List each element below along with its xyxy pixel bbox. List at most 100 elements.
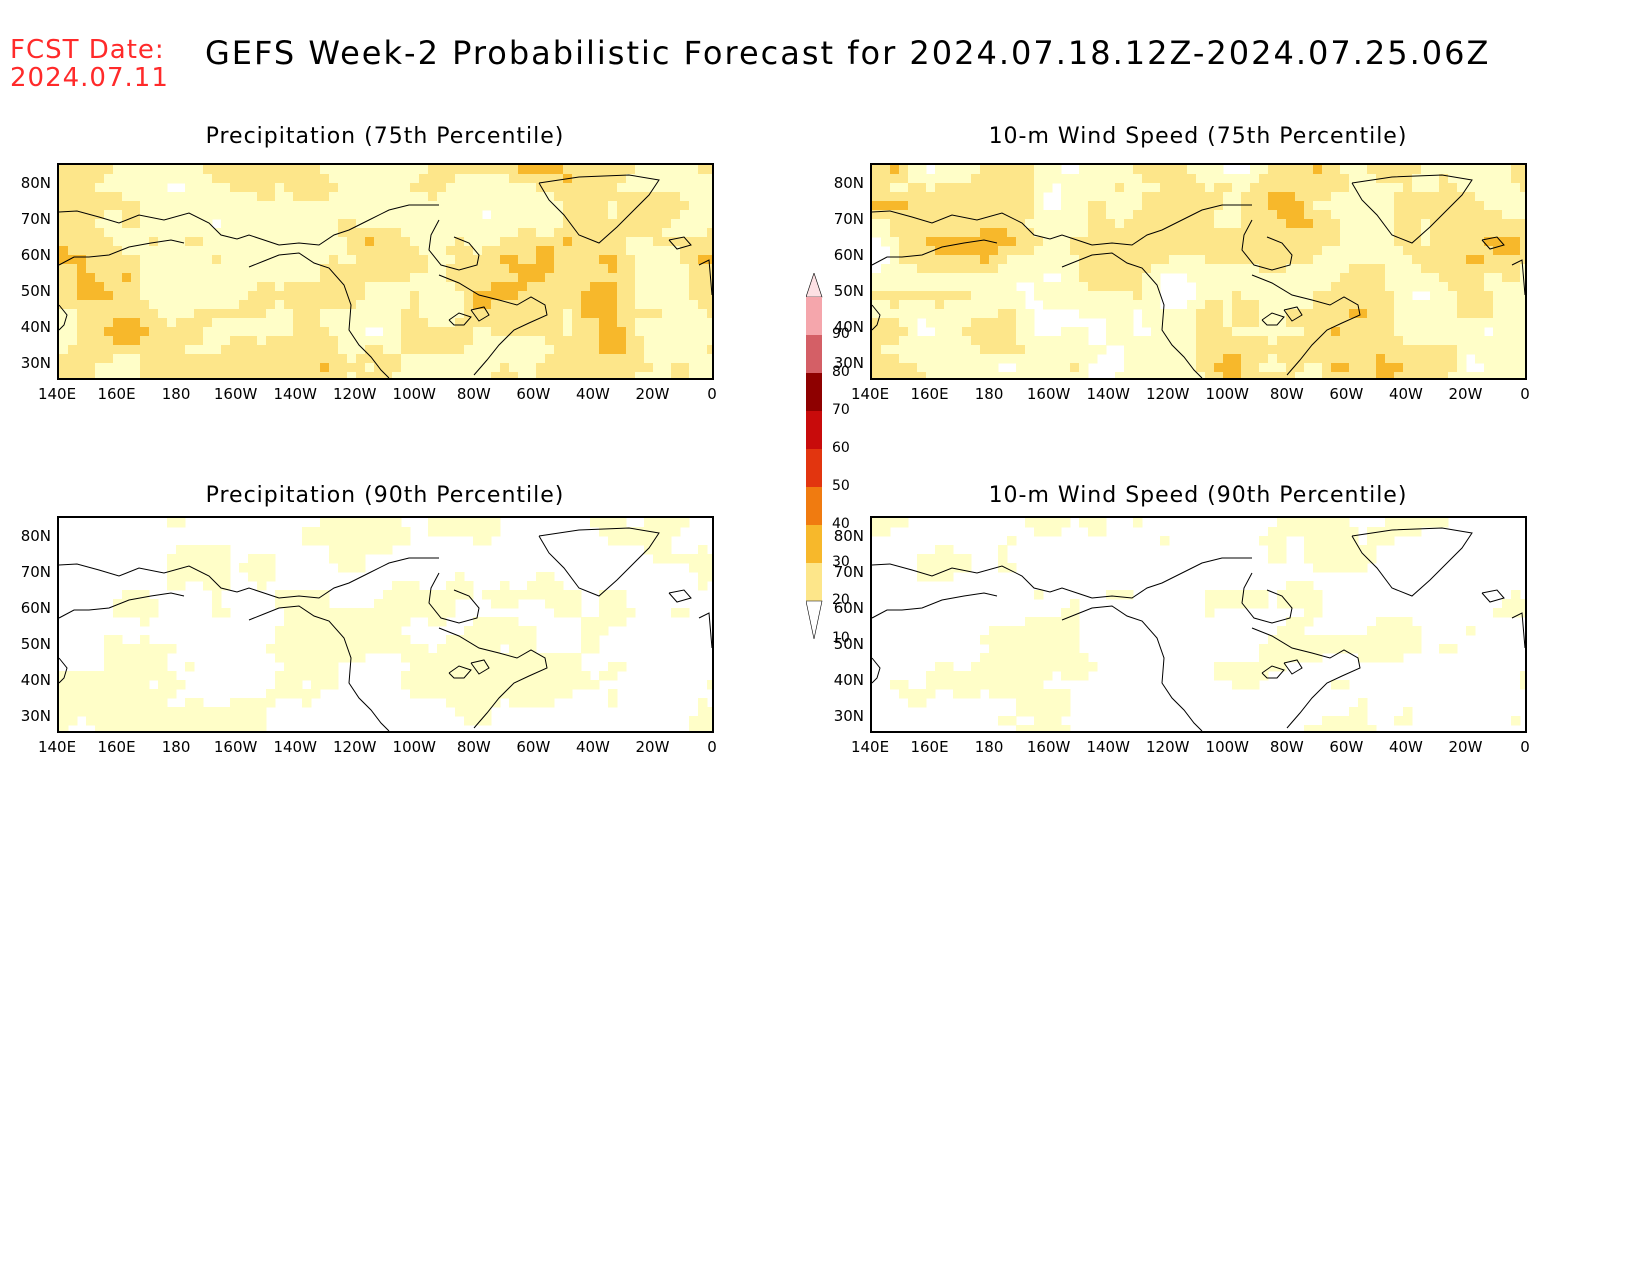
lon-tick-label: 20W: [1448, 385, 1483, 403]
great-lakes: [1261, 665, 1285, 679]
lon-tick-label: 120W: [1145, 385, 1190, 403]
coastline: [1351, 527, 1473, 597]
lat-tick-label: 30N: [20, 354, 51, 372]
lat-tick-label: 70N: [833, 210, 864, 228]
lon-tick-label: 140W: [1086, 738, 1130, 756]
lon-tick-label: 0: [707, 385, 717, 403]
lon-tick-label: 180: [974, 738, 1004, 756]
coastline: [872, 304, 881, 331]
lon-tick-label: 160E: [97, 738, 136, 756]
lon-tick-label: 0: [1520, 738, 1530, 756]
lon-tick-label: 140E: [850, 385, 890, 403]
coastline: [438, 274, 548, 376]
coastline: [1511, 612, 1525, 649]
colorbar-segment: [806, 525, 822, 563]
panel-title-wind-90: 10-m Wind Speed (90th Percentile): [988, 483, 1408, 508]
lon-tick-label: 180: [161, 738, 191, 756]
lon-tick-label: 80W: [1269, 738, 1304, 756]
coastline: [59, 657, 68, 684]
great-lakes: [448, 665, 472, 679]
main-title: GEFS Week-2 Probabilistic Forecast for 2…: [205, 34, 1491, 72]
lon-tick-label: 0: [1520, 385, 1530, 403]
lon-tick-label: 100W: [1205, 385, 1249, 403]
colorbar-level-label: 80: [832, 364, 850, 380]
panel-title-wind-75: 10-m Wind Speed (75th Percentile): [988, 124, 1408, 149]
lon-tick-label: 40W: [1388, 385, 1423, 403]
lat-tick-label: 50N: [20, 635, 51, 653]
lon-tick-label: 180: [161, 385, 191, 403]
lon-tick-label: 160E: [910, 738, 949, 756]
lat-tick-label: 70N: [833, 563, 864, 581]
coastline: [1241, 572, 1293, 624]
lat-tick-label: 30N: [20, 707, 51, 725]
map-field: [872, 165, 1525, 378]
colorbar-level-label: 70: [832, 402, 850, 418]
lat-tick-label: 40N: [833, 318, 864, 336]
fcst-date-caption: FCST Date:: [10, 35, 165, 65]
coastline: [1481, 589, 1505, 603]
coastline: [1091, 204, 1252, 246]
coastline: [538, 527, 660, 597]
coastline: [59, 304, 68, 331]
coastline: [248, 605, 390, 731]
great-lakes: [470, 659, 490, 675]
coastline: [1241, 219, 1293, 271]
coastline: [248, 252, 390, 378]
coastline: [1061, 605, 1203, 731]
lat-tick-label: 50N: [833, 282, 864, 300]
coastline: [1251, 274, 1361, 376]
colorbar-level-label: 60: [832, 440, 850, 456]
lat-tick-label: 70N: [20, 563, 51, 581]
lon-tick-label: 80W: [1269, 385, 1304, 403]
colorbar-segment: [806, 373, 822, 411]
coastline: [1091, 557, 1252, 599]
colorbar: [806, 273, 823, 640]
lon-tick-label: 80W: [456, 385, 491, 403]
coastline: [1481, 236, 1505, 250]
forecast-date-label: FCST Date: 2024.07.11: [10, 36, 169, 92]
coastline: [59, 592, 185, 619]
panel-title-precip-90: Precipitation (90th Percentile): [205, 483, 565, 508]
lon-tick-label: 40W: [575, 385, 610, 403]
map-field: [872, 518, 1525, 731]
lat-tick-label: 30N: [833, 707, 864, 725]
lon-tick-label: 40W: [575, 738, 610, 756]
lon-tick-label: 80W: [456, 738, 491, 756]
lon-tick-label: 120W: [332, 385, 377, 403]
lon-tick-label: 60W: [1329, 385, 1364, 403]
lon-tick-label: 140E: [37, 738, 77, 756]
lon-tick-label: 140E: [850, 738, 890, 756]
coastline: [59, 563, 280, 599]
lat-tick-label: 50N: [833, 635, 864, 653]
coastline: [698, 259, 712, 296]
coastline: [872, 210, 1093, 246]
coastline: [59, 210, 280, 246]
panel-title-precip-75: Precipitation (75th Percentile): [205, 124, 565, 149]
colorbar-level-label: 40: [832, 516, 850, 532]
lon-tick-label: 160W: [1026, 385, 1071, 403]
great-lakes: [1283, 306, 1303, 322]
coastline: [428, 219, 480, 271]
lon-tick-label: 140W: [1086, 385, 1130, 403]
coastline: [1061, 252, 1203, 378]
coastline: [872, 239, 998, 266]
coastline: [428, 572, 480, 624]
colorbar-segment: [806, 411, 822, 449]
lat-tick-label: 70N: [20, 210, 51, 228]
colorbar-level-label: 90: [832, 326, 850, 342]
lat-tick-label: 40N: [833, 671, 864, 689]
lat-tick-label: 60N: [833, 246, 864, 264]
lon-tick-label: 120W: [1145, 738, 1190, 756]
coastline: [278, 204, 439, 246]
coastline: [872, 592, 998, 619]
lon-tick-label: 100W: [392, 385, 436, 403]
lon-tick-label: 160W: [213, 738, 258, 756]
lon-tick-label: 140E: [37, 385, 77, 403]
lon-tick-label: 100W: [1205, 738, 1249, 756]
colorbar-segment: [806, 487, 822, 525]
colorbar-segment: [806, 449, 822, 487]
map-wind-90: [870, 516, 1527, 733]
lon-tick-label: 160W: [213, 385, 258, 403]
map-precip-75: [57, 163, 714, 380]
lon-tick-label: 160E: [910, 385, 949, 403]
